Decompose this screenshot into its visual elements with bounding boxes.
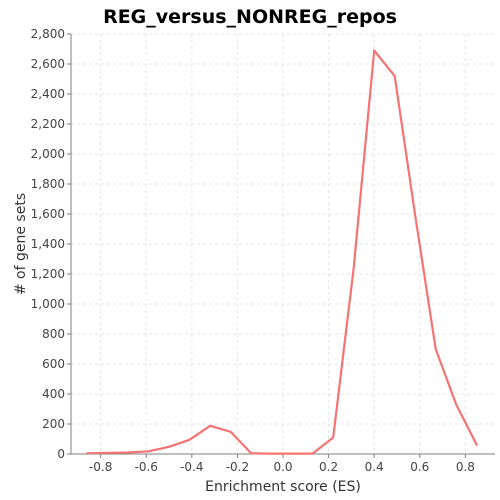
x-tick-label: -0.2 <box>226 460 249 474</box>
data-point <box>270 452 273 455</box>
x-tick-label: 0.6 <box>410 460 429 474</box>
data-point <box>393 75 396 77</box>
data-point <box>106 451 109 454</box>
y-tick-label: 1,400 <box>31 237 65 251</box>
data-point <box>352 267 355 269</box>
data-point <box>147 450 150 453</box>
data-point <box>414 214 417 217</box>
y-tick-label: 400 <box>42 387 65 401</box>
y-tick-label: 200 <box>42 417 65 431</box>
data-point <box>86 452 88 455</box>
data-point <box>168 445 170 448</box>
x-tick-label: 0.4 <box>365 460 384 474</box>
y-tick-label: 2,800 <box>31 27 65 41</box>
data-point <box>475 444 478 446</box>
y-tick-label: 1,000 <box>31 297 65 311</box>
y-tick-label: 2,600 <box>31 57 65 71</box>
y-tick-label: 2,200 <box>31 117 65 131</box>
x-tick-label: -0.4 <box>180 460 203 474</box>
grid <box>71 33 495 454</box>
data-point <box>455 403 458 406</box>
x-tick-label: 0.0 <box>273 460 292 474</box>
y-tick-label: 2,000 <box>31 147 65 161</box>
x-tick-label: -0.6 <box>135 460 158 474</box>
data-point <box>127 451 129 454</box>
y-tick-label: 0 <box>57 447 65 461</box>
data-point <box>229 430 232 433</box>
x-tick-label: -0.8 <box>89 460 112 474</box>
y-tick-label: 800 <box>42 327 65 341</box>
x-tick-label: 0.2 <box>319 460 338 474</box>
data-point <box>332 436 335 439</box>
data-point <box>291 452 294 455</box>
y-tick-label: 1,600 <box>31 207 65 221</box>
tick-labels: 0 200 400 600 800 1,000 1,200 1,400 1,600 1,800 2,… <box>31 27 475 474</box>
chart-title: REG_versus_NONREG_repos <box>103 6 397 28</box>
x-axis-label: Enrichment score (ES) <box>205 479 361 495</box>
series-line <box>86 49 478 455</box>
y-tick-label: 1,800 <box>31 177 65 191</box>
series <box>86 49 478 455</box>
data-point <box>209 424 211 427</box>
y-tick-label: 600 <box>42 357 65 371</box>
y-tick-label: 2,400 <box>31 87 65 101</box>
data-point <box>250 452 252 455</box>
data-point <box>188 438 191 441</box>
data-point <box>311 452 314 455</box>
y-axis-label: # of gene sets <box>13 193 29 295</box>
data-point <box>434 348 437 350</box>
y-tick-label: 1,200 <box>31 267 65 281</box>
x-tick-label: 0.8 <box>456 460 475 474</box>
data-point <box>373 49 376 52</box>
